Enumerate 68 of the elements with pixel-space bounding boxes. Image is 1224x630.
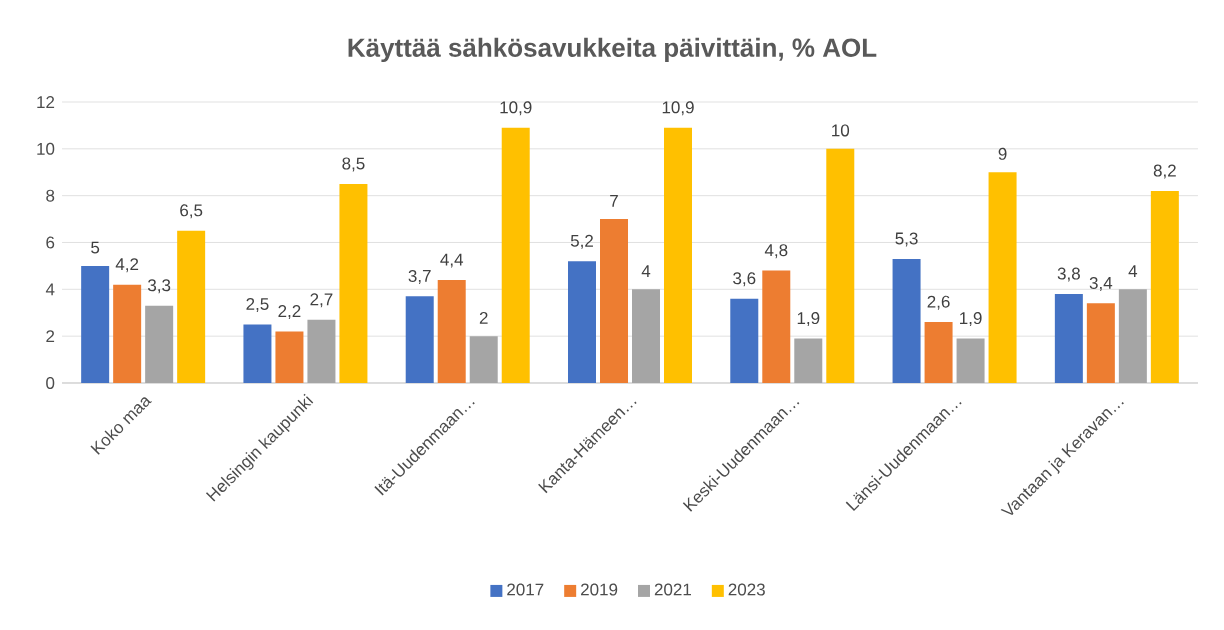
data-label: 10,9 xyxy=(500,101,532,116)
data-label: 1,9 xyxy=(797,312,820,327)
data-label: 3,4 xyxy=(1089,276,1113,291)
data-label: 3,6 xyxy=(733,272,756,287)
y-tick-label: 0 xyxy=(46,376,55,389)
bar xyxy=(275,331,304,383)
bar xyxy=(600,219,629,383)
bar xyxy=(177,230,206,383)
data-label: 3,3 xyxy=(148,279,171,294)
bar xyxy=(405,296,434,383)
y-tick-label: 6 xyxy=(46,236,55,249)
legend-label: 2023 xyxy=(728,583,765,596)
bar xyxy=(826,148,855,383)
data-label: 4,8 xyxy=(764,244,788,259)
bar xyxy=(145,305,174,383)
bar xyxy=(501,127,530,383)
y-tick-label: 4 xyxy=(45,283,55,296)
bar xyxy=(956,338,985,383)
data-label: 2,2 xyxy=(278,305,301,320)
bar xyxy=(437,279,466,383)
data-label: 3,7 xyxy=(408,269,431,284)
legend-label: 2021 xyxy=(654,583,691,596)
bar xyxy=(730,298,759,383)
data-label: 2,6 xyxy=(927,295,950,310)
bar xyxy=(794,338,823,383)
data-label: 5 xyxy=(91,241,100,254)
bar xyxy=(469,336,498,383)
data-label: 2,5 xyxy=(246,298,269,313)
data-label: 4 xyxy=(1128,265,1138,277)
bar xyxy=(243,324,272,383)
bar xyxy=(113,284,142,383)
data-label: 4,4 xyxy=(440,253,464,268)
data-label: 1,9 xyxy=(960,312,982,327)
bar xyxy=(1086,303,1115,383)
data-label: 2 xyxy=(479,311,488,324)
bar xyxy=(339,183,368,383)
chart-title: Käyttää sähkösavukkeita päivittäin, % AOL xyxy=(348,37,877,63)
data-label: 5,3 xyxy=(895,232,918,247)
legend-label: 2019 xyxy=(581,583,618,596)
data-label: 6,5 xyxy=(180,204,203,219)
bar xyxy=(1054,294,1083,383)
bar xyxy=(81,265,110,383)
bar xyxy=(1150,190,1179,383)
bar xyxy=(568,261,596,383)
data-label: 3,8 xyxy=(1057,267,1080,282)
y-tick-label: 2 xyxy=(46,330,55,343)
bar xyxy=(632,289,661,383)
bar xyxy=(1118,289,1147,383)
data-label: 4,2 xyxy=(115,258,139,273)
data-label: 9 xyxy=(998,147,1007,160)
bar xyxy=(664,127,692,383)
data-label: 8,2 xyxy=(1153,164,1176,179)
data-label: 7 xyxy=(610,194,618,207)
bar xyxy=(307,319,336,383)
bar xyxy=(762,270,791,383)
data-label: 10 xyxy=(832,124,850,137)
data-label: 5,2 xyxy=(570,234,593,249)
data-label: 2,7 xyxy=(310,293,333,308)
bar xyxy=(892,258,921,383)
data-label: 8,5 xyxy=(342,157,365,172)
bar xyxy=(988,172,1017,383)
y-tick-label: 12 xyxy=(37,96,55,108)
legend-label: 2017 xyxy=(507,583,544,596)
y-tick-label: 10 xyxy=(37,142,55,155)
bar xyxy=(924,322,953,383)
data-label: 10,9 xyxy=(662,101,694,116)
data-label: 4 xyxy=(641,265,651,277)
y-tick-label: 8 xyxy=(46,189,55,202)
